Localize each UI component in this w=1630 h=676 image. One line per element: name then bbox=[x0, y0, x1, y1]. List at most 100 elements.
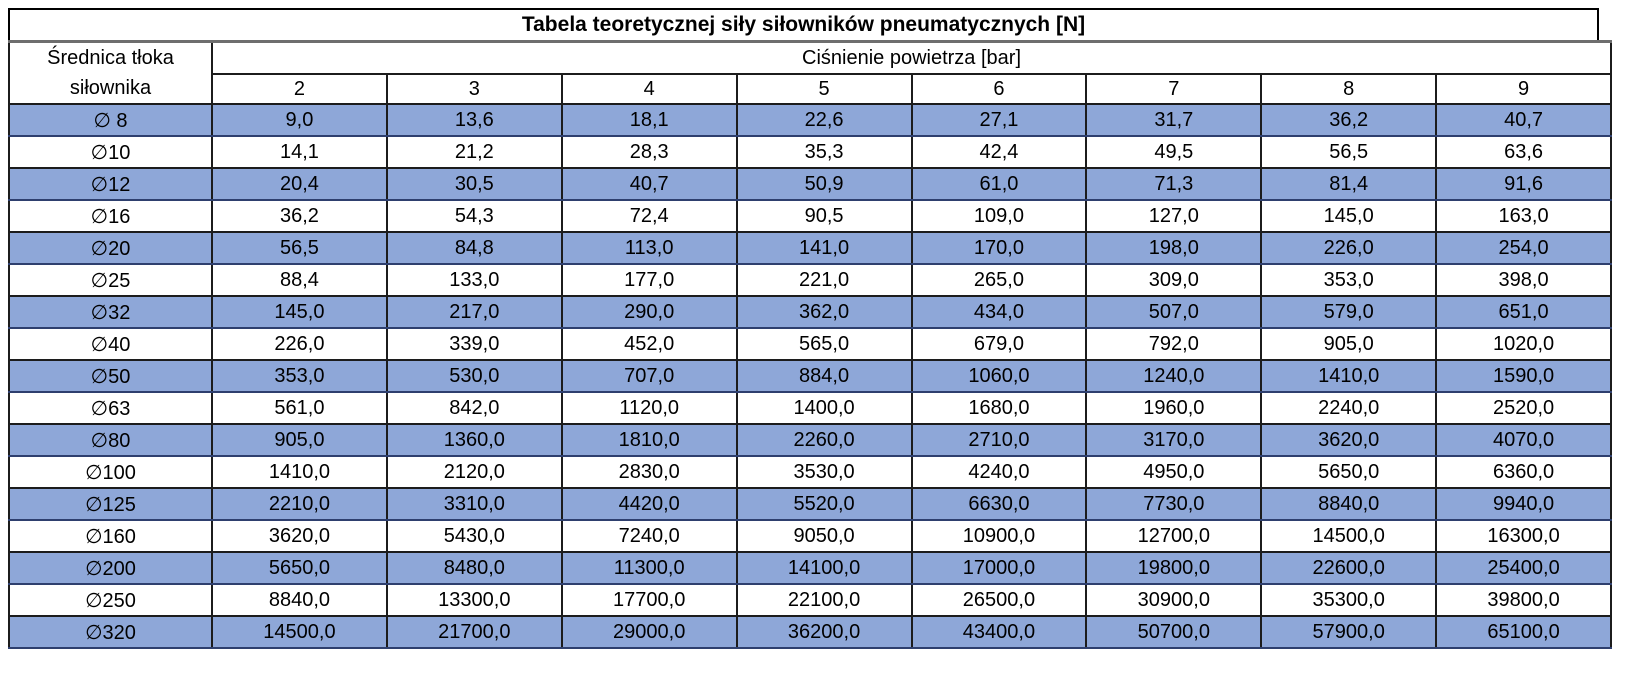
force-cell: 1240,0 bbox=[1085, 359, 1263, 393]
force-cell: 2210,0 bbox=[211, 487, 388, 521]
diameter-cell: ∅63 bbox=[8, 391, 213, 425]
force-cell: 198,0 bbox=[1085, 231, 1263, 265]
force-cell: 3620,0 bbox=[211, 519, 388, 553]
table-row: ∅320 14500,0 21700,0 29000,0 36200,0 43400,0 5… bbox=[8, 615, 1612, 649]
force-cell: 217,0 bbox=[385, 295, 563, 329]
force-cell: 50,9 bbox=[735, 167, 913, 201]
force-cell: 8480,0 bbox=[385, 551, 563, 585]
table-row: ∅50 353,0 530,0 707,0 884,0 1060,0 1240,0 1410,… bbox=[8, 359, 1612, 393]
force-cell: 4950,0 bbox=[1085, 455, 1263, 489]
force-cell: 145,0 bbox=[1260, 199, 1438, 233]
force-cell: 9,0 bbox=[211, 103, 388, 137]
force-cell: 84,8 bbox=[385, 231, 563, 265]
force-cell: 91,6 bbox=[1435, 167, 1612, 201]
table-row: ∅16 36,2 54,3 72,4 90,5 109,0 127,0 145,0 163,0 bbox=[8, 199, 1612, 233]
force-cell: 362,0 bbox=[735, 295, 913, 329]
force-cell: 5430,0 bbox=[385, 519, 563, 553]
force-cell: 2710,0 bbox=[910, 423, 1088, 457]
force-cell: 54,3 bbox=[385, 199, 563, 233]
force-cell: 434,0 bbox=[910, 295, 1088, 329]
force-cell: 3530,0 bbox=[735, 455, 913, 489]
diameter-cell: ∅50 bbox=[8, 359, 213, 393]
force-cell: 19800,0 bbox=[1085, 551, 1263, 585]
table-row: ∅100 1410,0 2120,0 2830,0 3530,0 4240,0 4950,0… bbox=[8, 455, 1612, 489]
force-cell: 2520,0 bbox=[1435, 391, 1612, 425]
force-cell: 1020,0 bbox=[1435, 327, 1612, 361]
force-cell: 12700,0 bbox=[1085, 519, 1263, 553]
force-cell: 170,0 bbox=[910, 231, 1088, 265]
force-cell: 561,0 bbox=[211, 391, 388, 425]
force-cell: 26500,0 bbox=[910, 583, 1088, 617]
diameter-cell: ∅200 bbox=[8, 551, 213, 585]
diameter-cell: ∅125 bbox=[8, 487, 213, 521]
force-cell: 163,0 bbox=[1435, 199, 1612, 233]
force-cell: 2830,0 bbox=[560, 455, 738, 489]
force-cell: 1360,0 bbox=[385, 423, 563, 457]
force-cell: 25400,0 bbox=[1435, 551, 1612, 585]
force-cell: 43400,0 bbox=[910, 615, 1088, 649]
diameter-cell: ∅100 bbox=[8, 455, 213, 489]
force-cell: 792,0 bbox=[1085, 327, 1263, 361]
force-cell: 13,6 bbox=[385, 103, 563, 137]
pressure-col-header: 6 bbox=[910, 73, 1088, 105]
pressure-col-header: 5 bbox=[735, 73, 913, 105]
force-cell: 36,2 bbox=[1260, 103, 1438, 137]
force-cell: 3620,0 bbox=[1260, 423, 1438, 457]
force-cell: 2240,0 bbox=[1260, 391, 1438, 425]
table-body: ∅ 8 9,0 13,6 18,1 22,6 27,1 31,7 36,2 40,7 ∅10 14,… bbox=[8, 103, 1612, 649]
force-cell: 5650,0 bbox=[1260, 455, 1438, 489]
force-cell: 309,0 bbox=[1085, 263, 1263, 297]
table-row: ∅20 56,5 84,8 113,0 141,0 170,0 198,0 226,0 254,… bbox=[8, 231, 1612, 265]
force-cell: 30,5 bbox=[385, 167, 563, 201]
force-cell: 14,1 bbox=[211, 135, 388, 169]
pressure-group-header: Ciśnienie powietrza [bar] bbox=[211, 40, 1612, 75]
force-cell: 339,0 bbox=[385, 327, 563, 361]
force-cell: 141,0 bbox=[735, 231, 913, 265]
force-cell: 39800,0 bbox=[1435, 583, 1612, 617]
table-row: ∅32 145,0 217,0 290,0 362,0 434,0 507,0 579,0 65… bbox=[8, 295, 1612, 329]
table-row: ∅ 8 9,0 13,6 18,1 22,6 27,1 31,7 36,2 40,7 bbox=[8, 103, 1612, 137]
force-cell: 18,1 bbox=[560, 103, 738, 137]
force-cell: 452,0 bbox=[560, 327, 738, 361]
force-cell: 3310,0 bbox=[385, 487, 563, 521]
force-cell: 28,3 bbox=[560, 135, 738, 169]
force-cell: 1060,0 bbox=[910, 359, 1088, 393]
force-cell: 842,0 bbox=[385, 391, 563, 425]
force-cell: 22,6 bbox=[735, 103, 913, 137]
force-cell: 884,0 bbox=[735, 359, 913, 393]
force-cell: 507,0 bbox=[1085, 295, 1263, 329]
force-cell: 36,2 bbox=[211, 199, 388, 233]
table-header: Średnica tłoka siłownika Ciśnienie powie… bbox=[8, 40, 1612, 105]
pressure-col-header: 2 bbox=[211, 73, 388, 105]
force-cell: 17700,0 bbox=[560, 583, 738, 617]
force-cell: 17000,0 bbox=[910, 551, 1088, 585]
force-cell: 133,0 bbox=[385, 263, 563, 297]
force-cell: 22100,0 bbox=[735, 583, 913, 617]
force-cell: 7730,0 bbox=[1085, 487, 1263, 521]
force-cell: 127,0 bbox=[1085, 199, 1263, 233]
force-cell: 49,5 bbox=[1085, 135, 1263, 169]
force-cell: 254,0 bbox=[1435, 231, 1612, 265]
pressure-col-header: 3 bbox=[385, 73, 563, 105]
force-cell: 1810,0 bbox=[560, 423, 738, 457]
force-cell: 42,4 bbox=[910, 135, 1088, 169]
force-cell: 61,0 bbox=[910, 167, 1088, 201]
diameter-cell: ∅160 bbox=[8, 519, 213, 553]
force-cell: 40,7 bbox=[1435, 103, 1612, 137]
force-cell: 1410,0 bbox=[1260, 359, 1438, 393]
force-cell: 16300,0 bbox=[1435, 519, 1612, 553]
diameter-cell: ∅80 bbox=[8, 423, 213, 457]
force-cell: 57900,0 bbox=[1260, 615, 1438, 649]
diameter-cell: ∅12 bbox=[8, 167, 213, 201]
force-cell: 5650,0 bbox=[211, 551, 388, 585]
force-cell: 2260,0 bbox=[735, 423, 913, 457]
force-cell: 1590,0 bbox=[1435, 359, 1612, 393]
pressure-col-header: 9 bbox=[1435, 73, 1612, 105]
force-cell: 5520,0 bbox=[735, 487, 913, 521]
force-cell: 36200,0 bbox=[735, 615, 913, 649]
table-title: Tabela teoretycznej siły siłowników pneu… bbox=[8, 8, 1599, 40]
force-cell: 22600,0 bbox=[1260, 551, 1438, 585]
force-cell: 56,5 bbox=[1260, 135, 1438, 169]
force-cell: 290,0 bbox=[560, 295, 738, 329]
table-row: ∅40 226,0 339,0 452,0 565,0 679,0 792,0 905,0 10… bbox=[8, 327, 1612, 361]
